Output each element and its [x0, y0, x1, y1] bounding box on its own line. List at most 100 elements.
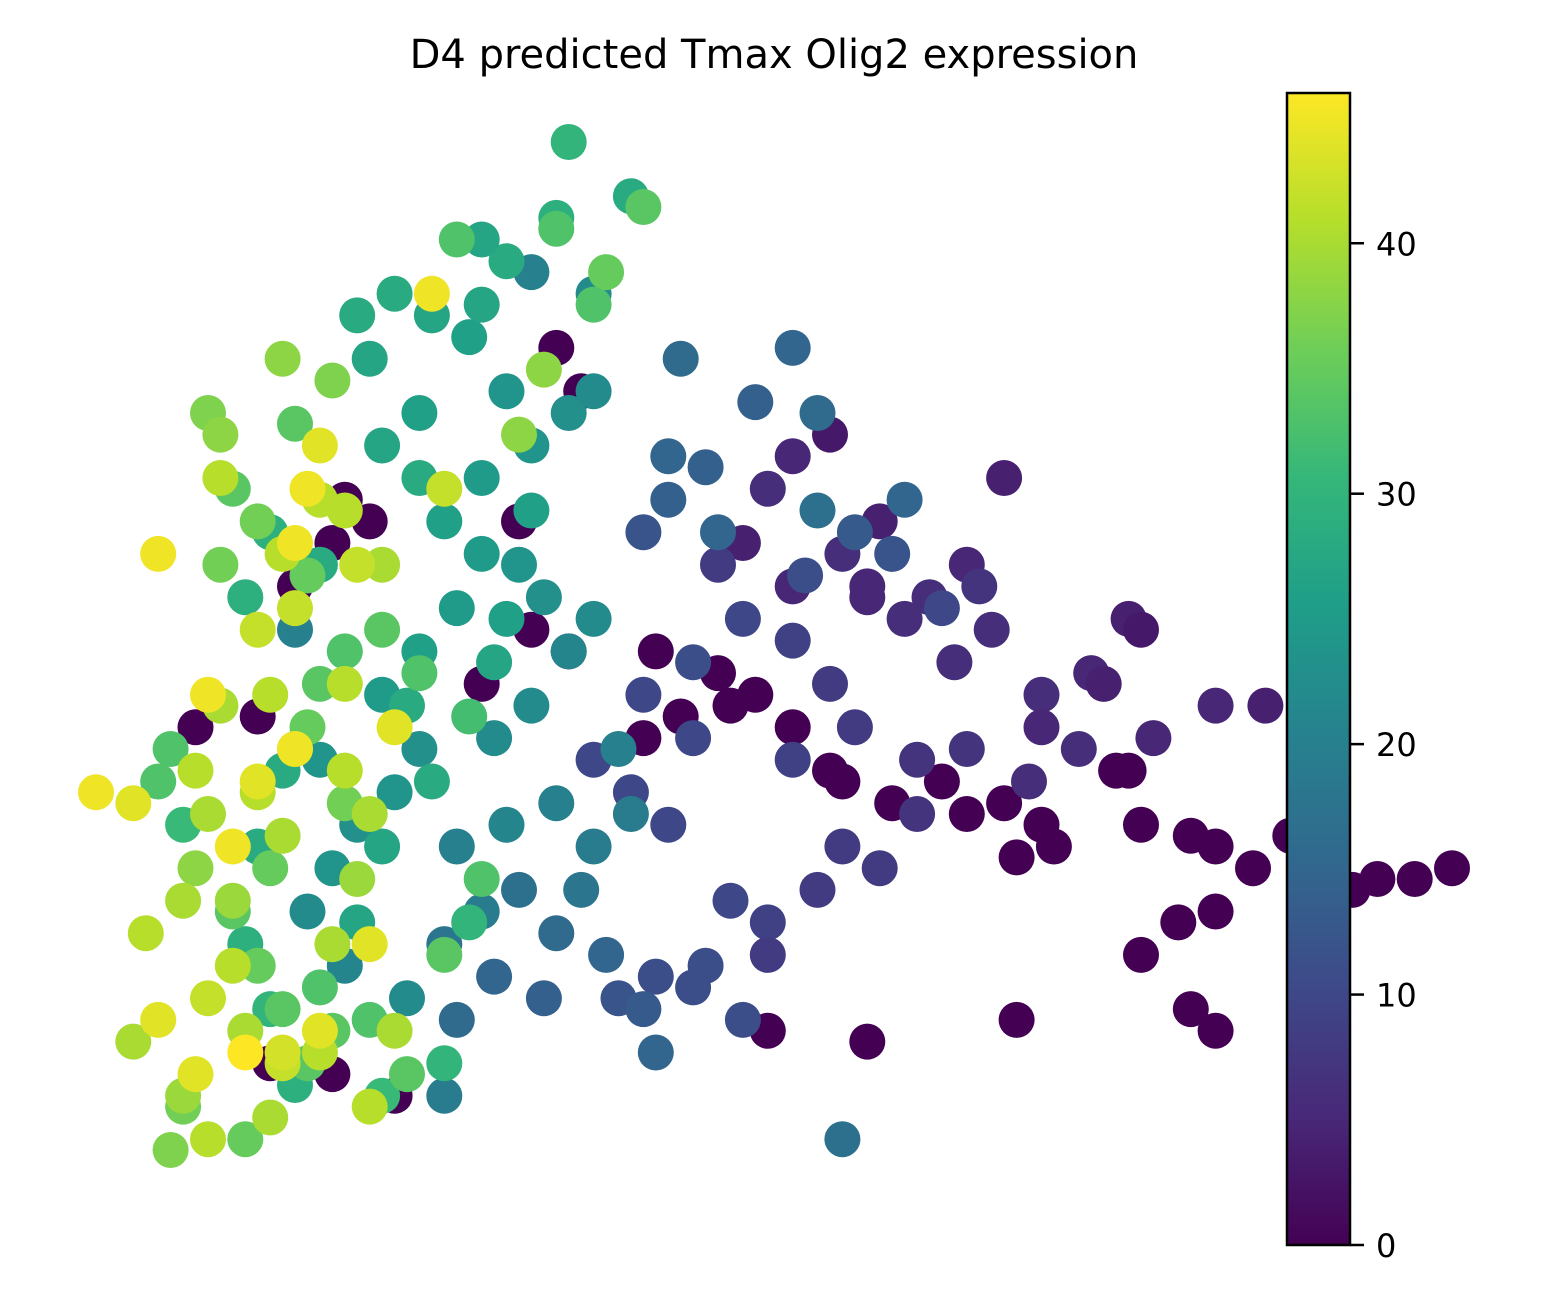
scatter-point — [824, 763, 861, 800]
scatter-point — [351, 1088, 388, 1125]
scatter-point — [538, 210, 575, 247]
scatter-point — [277, 405, 313, 442]
scatter-point — [575, 286, 612, 323]
scatter-point — [451, 698, 488, 735]
scatter-point — [351, 926, 388, 963]
scatter-point — [376, 774, 413, 811]
scatter-point — [488, 373, 525, 410]
scatter-point — [152, 731, 189, 767]
scatter-point — [476, 720, 513, 757]
scatter-point — [936, 644, 973, 681]
scatter-point — [861, 850, 898, 887]
scatter-point — [525, 980, 562, 1017]
scatter-point — [264, 991, 301, 1028]
scatter-point — [239, 763, 276, 800]
colorbar-ticks: 0 10 20 30 40 — [1350, 225, 1417, 1265]
scatter-point — [239, 611, 276, 648]
scatter-point — [364, 828, 401, 865]
scatter-point — [899, 796, 936, 832]
scatter-point — [625, 514, 662, 551]
scatter-point — [501, 546, 537, 583]
scatter-point — [1235, 850, 1271, 887]
scatter-point — [252, 676, 289, 713]
scatter-point — [874, 535, 911, 572]
scatter-point — [749, 904, 786, 941]
scatter-point — [190, 1121, 226, 1158]
scatter-point — [401, 395, 438, 431]
scatter-point — [886, 600, 923, 637]
scatter-point — [227, 1121, 264, 1158]
scatter-point — [1085, 665, 1122, 702]
scatter-point — [1434, 850, 1470, 887]
scatter-point — [438, 828, 475, 865]
scatter-point — [264, 1034, 301, 1071]
scatter-point — [339, 861, 376, 897]
scatter-point — [314, 362, 351, 399]
scatter-point — [438, 1001, 475, 1038]
scatter-point — [277, 731, 313, 767]
scatter-point — [1396, 861, 1433, 897]
scatter-point — [637, 958, 674, 995]
scatter-point — [438, 590, 475, 627]
scatter-point — [774, 329, 811, 366]
scatter-point — [1123, 936, 1159, 973]
scatter-points — [78, 124, 1470, 1168]
scatter-point — [115, 785, 152, 822]
scatter-point — [351, 340, 388, 377]
scatter-point — [836, 514, 873, 551]
scatter-point — [214, 882, 251, 919]
scatter-point — [1123, 611, 1159, 648]
scatter-point — [127, 915, 164, 952]
scatter-point — [78, 774, 114, 811]
scatter-point — [264, 817, 301, 854]
scatter-point — [351, 796, 388, 832]
colorbar: 0 10 20 30 40 — [1285, 91, 1417, 1265]
scatter-point — [637, 1034, 674, 1071]
scatter-point — [650, 806, 687, 843]
scatter-point — [501, 871, 537, 908]
scatter-point — [886, 481, 923, 518]
scatter-point — [177, 709, 214, 746]
scatter-point — [190, 980, 226, 1017]
scatter-point — [550, 124, 587, 160]
scatter-point — [600, 731, 637, 767]
scatter-point — [463, 861, 500, 897]
scatter-point — [824, 828, 861, 865]
scatter-point — [774, 622, 811, 659]
colorbar-tick-label: 30 — [1376, 476, 1417, 514]
scatter-point — [899, 741, 936, 778]
scatter-point — [140, 1001, 177, 1038]
scatter-point — [301, 665, 338, 702]
scatter-point — [289, 557, 326, 594]
scatter-point — [326, 633, 363, 670]
scatter-point — [426, 1077, 463, 1114]
scatter-point — [849, 568, 886, 605]
scatter-point — [948, 731, 985, 767]
scatter-point — [575, 373, 612, 410]
scatter-point — [737, 384, 774, 421]
scatter-point — [961, 568, 998, 605]
scatter-point — [787, 557, 824, 594]
scatter-point — [115, 1023, 152, 1060]
scatter-point — [277, 525, 313, 561]
scatter-point — [252, 1099, 289, 1136]
scatter-point — [637, 633, 674, 670]
scatter-point — [401, 655, 438, 692]
scatter-point — [1135, 720, 1172, 757]
scatter-point — [1011, 763, 1047, 800]
scatter-point — [1110, 752, 1147, 789]
scatter-point — [202, 416, 239, 453]
scatter-point — [588, 254, 625, 291]
scatter-point — [426, 936, 463, 973]
scatter-point — [376, 1012, 413, 1049]
scatter-point — [1197, 1012, 1234, 1049]
scatter-point — [214, 947, 251, 984]
scatter-point — [948, 796, 985, 832]
scatter-point — [575, 600, 612, 637]
scatter-point — [152, 1132, 189, 1168]
colorbar-tick-label: 0 — [1376, 1227, 1396, 1265]
scatter-point — [687, 449, 724, 486]
scatter-point — [326, 665, 363, 702]
scatter-point — [650, 481, 687, 518]
scatter-point — [426, 503, 463, 540]
